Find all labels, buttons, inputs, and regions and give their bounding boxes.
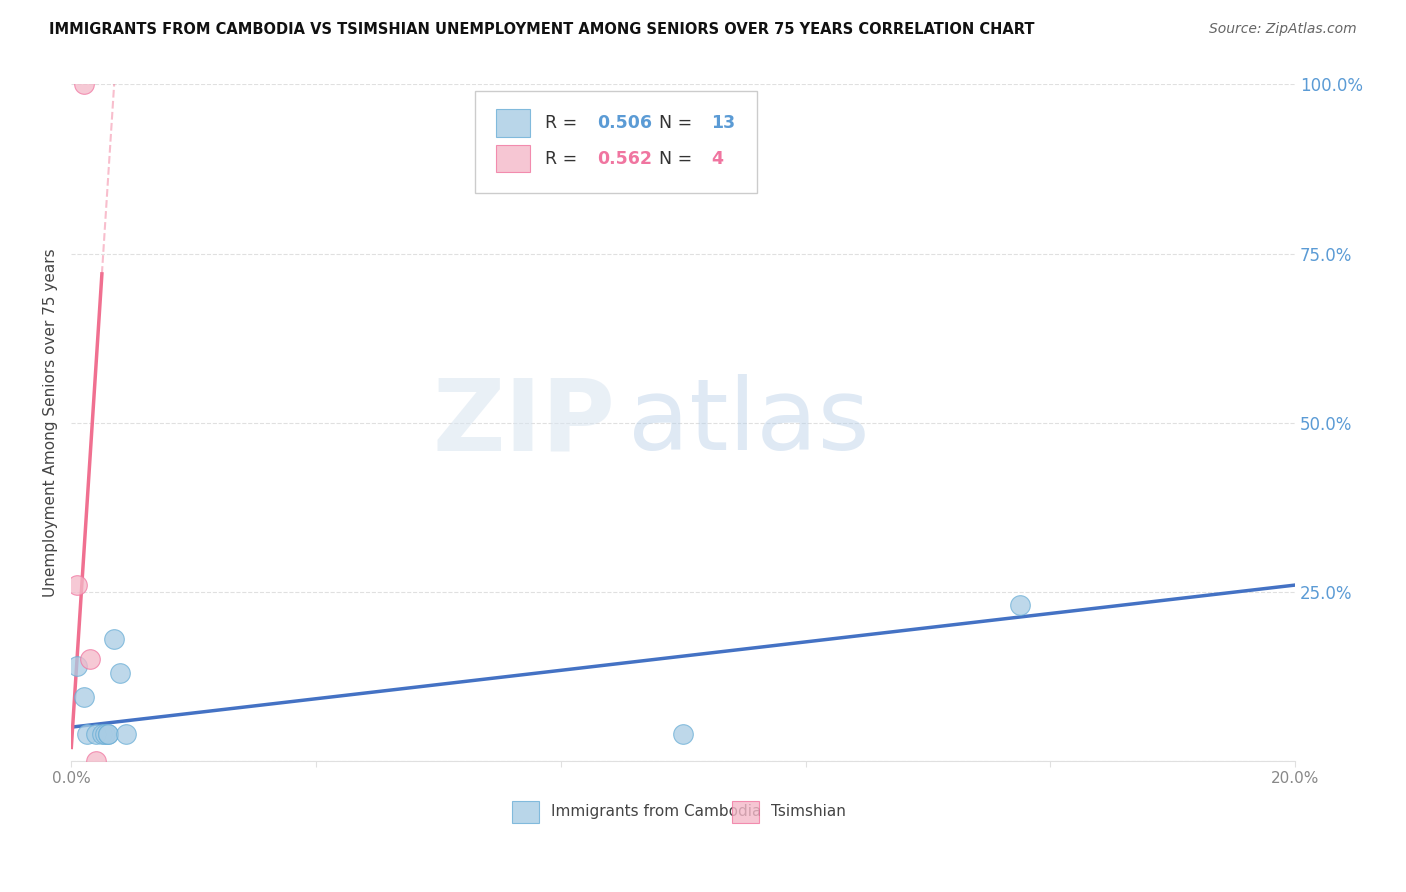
Point (1008, 599, 1031, 613)
Y-axis label: Unemployment Among Seniors over 75 years: Unemployment Among Seniors over 75 years (44, 248, 58, 597)
Bar (512, 801, 538, 822)
Text: N =: N = (658, 150, 697, 168)
Text: IMMIGRANTS FROM CAMBODIA VS TSIMSHIAN UNEMPLOYMENT AMONG SENIORS OVER 75 YEARS C: IMMIGRANTS FROM CAMBODIA VS TSIMSHIAN UN… (49, 22, 1035, 37)
Point (90, 727, 112, 741)
Text: 0.562: 0.562 (598, 150, 652, 168)
Point (66, 578, 89, 592)
Point (97, 727, 120, 741)
Text: R =: R = (546, 114, 582, 132)
FancyBboxPatch shape (475, 91, 756, 193)
Point (76, 727, 98, 741)
Text: 4: 4 (711, 150, 723, 168)
Text: ZIP: ZIP (433, 375, 616, 471)
Point (103, 632, 125, 647)
Bar (496, 110, 530, 136)
Point (115, 727, 138, 741)
Point (110, 666, 132, 681)
Bar (733, 801, 759, 822)
Point (672, 727, 695, 741)
Point (66, 659, 89, 673)
Point (72, 690, 94, 704)
Text: N =: N = (658, 114, 697, 132)
Point (97, 727, 120, 741)
Text: Tsimshian: Tsimshian (772, 805, 846, 819)
Point (84, 727, 107, 741)
Point (72, 78, 94, 92)
Text: 0.506: 0.506 (598, 114, 652, 132)
Text: R =: R = (546, 150, 582, 168)
Point (94, 727, 117, 741)
Point (84, 754, 107, 768)
Text: 13: 13 (711, 114, 735, 132)
Point (79, 652, 101, 666)
Bar (496, 145, 530, 172)
Text: atlas: atlas (628, 375, 870, 471)
Text: Immigrants from Cambodia: Immigrants from Cambodia (551, 805, 762, 819)
Text: Source: ZipAtlas.com: Source: ZipAtlas.com (1209, 22, 1357, 37)
